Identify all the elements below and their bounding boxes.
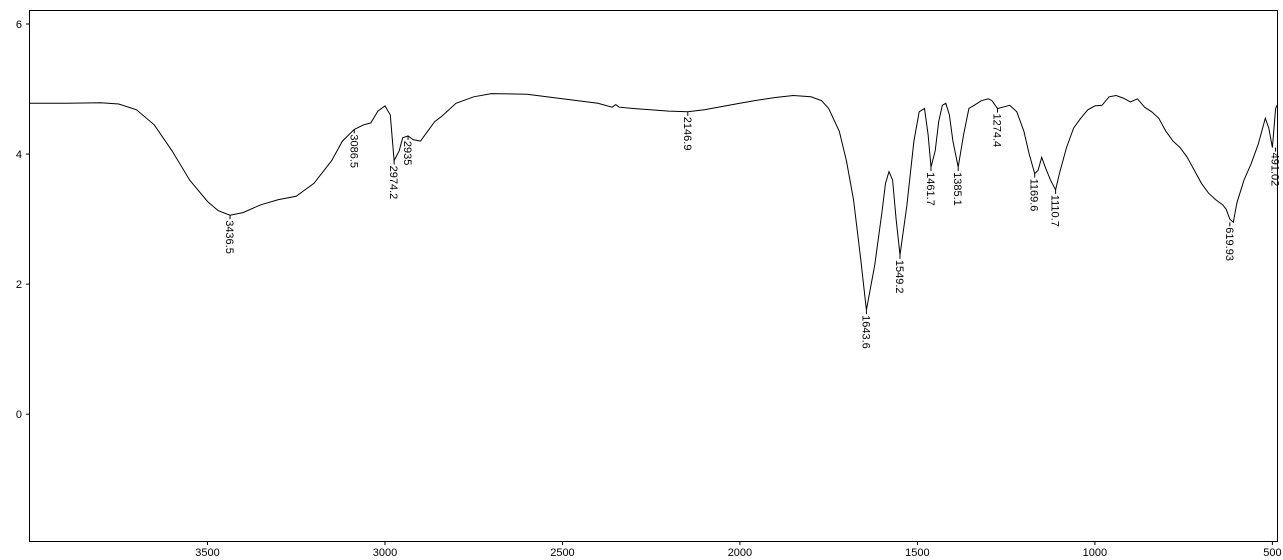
peak-label: 2974.2: [387, 166, 399, 200]
spectrum-line: [30, 93, 1278, 311]
y-axis: 6 4 2 0: [16, 19, 30, 421]
peak-label: 1110.7: [1049, 195, 1061, 227]
peak-label: 1549.2: [893, 260, 905, 294]
y-tick-label: 6: [16, 19, 22, 31]
peak-label: 1385.1: [951, 172, 963, 206]
x-tick-label: 1000: [1083, 547, 1107, 559]
peak-label: 2935: [401, 141, 413, 165]
peak-label: 1274.4: [991, 114, 1003, 148]
peak-label: 3086.5: [347, 134, 359, 168]
y-tick-label: 2: [16, 279, 22, 291]
y-tick-label: 0: [16, 409, 22, 421]
y-tick-label: 4: [16, 149, 22, 161]
peak-label: 2146.9: [681, 117, 693, 151]
x-tick-label: 2500: [550, 547, 574, 559]
peak-label: 619.93: [1223, 227, 1235, 261]
peak-label: 1169.6: [1028, 179, 1040, 212]
peak-label: 491.02: [1269, 153, 1281, 187]
x-tick-label: 2000: [728, 547, 752, 559]
x-axis: 3500 3000 2500 2000 1500 1000 500: [195, 541, 1282, 559]
x-tick-label: 1500: [905, 547, 929, 559]
x-tick-label: 500: [1263, 547, 1281, 559]
peak-label: 1461.7: [924, 172, 936, 206]
plot-frame: [29, 10, 1278, 542]
peak-label: 3436.5: [223, 220, 235, 254]
peak-label: 1643.6: [859, 315, 871, 349]
x-tick-label: 3500: [195, 547, 219, 559]
x-tick-label: 3000: [373, 547, 397, 559]
